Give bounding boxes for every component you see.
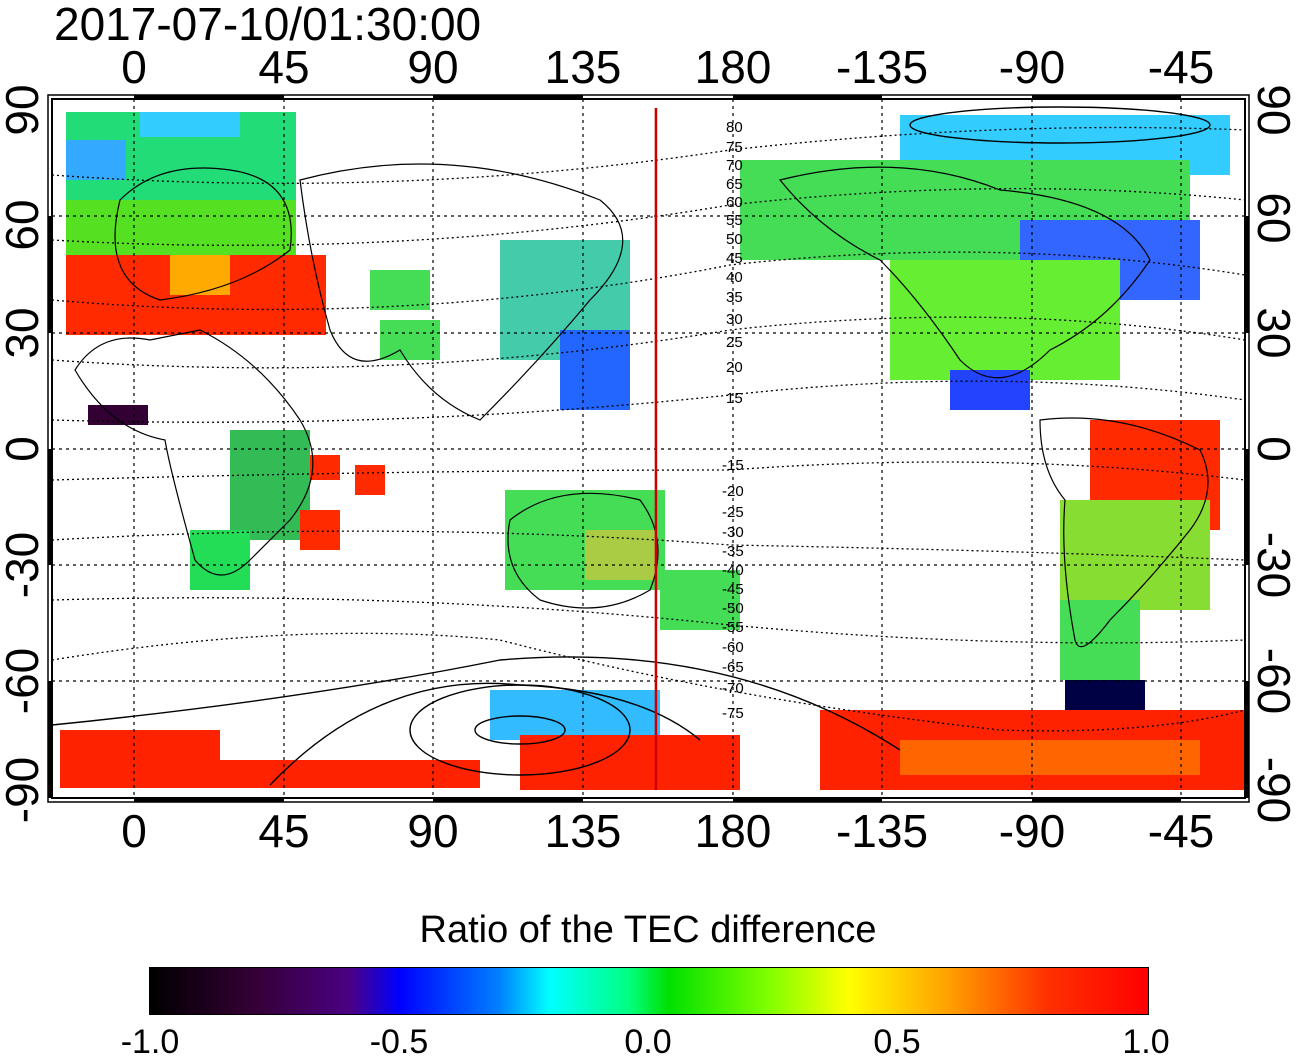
contour-label: 25 [726,334,743,351]
contour-label: 15 [726,390,743,407]
data-region [370,270,430,310]
colorbar-tick: -1.0 [120,1023,180,1061]
lat-tick-right-0: 90 [1248,84,1296,135]
data-region [490,690,660,740]
data-region [950,370,1030,410]
contour-label: 60 [726,194,743,211]
contour-label: 55 [726,212,743,229]
lat-tick-right-2: 30 [1248,307,1296,358]
contour-labels: 80 75 70 65 60 55 50 45 40 35 30 25 20 1… [722,119,744,722]
lon-tick-top-5: -135 [835,41,929,93]
lat-tick-left-6: -90 [0,757,48,823]
contour-label: -30 [722,524,744,541]
graticule [52,99,1245,798]
lon-tick-bottom-1: 45 [258,805,310,857]
contour-label: 30 [726,311,743,328]
lon-tick-bottom-0: 0 [121,805,147,857]
lon-tick-bottom-2: 90 [407,805,459,857]
data-region [900,740,1200,775]
lon-tick-top-4: 180 [694,41,772,93]
lon-tick-top-6: -90 [998,41,1066,93]
contour-label: -15 [722,457,744,474]
lon-tick-bottom-3: 135 [544,805,622,857]
timestamp-title: 2017-07-10/01:30:00 [54,0,482,50]
data-region [310,455,340,480]
contour-label: 80 [726,119,743,136]
contour-label: 20 [726,359,743,376]
contour-label: -45 [722,581,744,598]
colorbar-tick: 1.0 [1122,1023,1170,1061]
data-region [66,140,126,180]
coastlines [74,163,1209,648]
contour-label: -55 [722,619,744,636]
contour-label: 40 [726,269,743,286]
data-region [380,320,440,360]
contour-label: -60 [722,639,744,656]
colorbar-tick: -0.5 [369,1023,429,1061]
lat-tick-left-5: -60 [0,648,48,714]
contour-label: -20 [722,483,744,500]
magnetic-contours-solid [51,106,1211,786]
contour-label: -65 [722,659,744,676]
data-region [1060,600,1140,680]
contour-label: 75 [726,139,743,156]
data-region [230,430,310,540]
data-region [60,760,480,788]
lon-tick-top-0: 0 [121,41,147,93]
contour-label: 35 [726,289,743,306]
lat-tick-left-0: 90 [0,84,48,135]
lon-tick-bottom-5: -135 [835,805,929,857]
lon-tick-bottom-7: -45 [1147,805,1215,857]
data-region [660,570,740,630]
tec-data-layer [60,112,1245,790]
data-region [170,255,230,295]
contour-label: 70 [726,157,743,174]
contour-label: -50 [722,600,744,617]
contour-label: 50 [726,231,743,248]
colorbar-tick: 0.0 [624,1023,672,1061]
lon-tick-bottom-6: -90 [998,805,1066,857]
lat-tick-left-1: 60 [0,199,48,250]
contour-label: 65 [726,176,743,193]
plot-frame [51,98,1246,799]
data-region [88,405,148,425]
colorbar [149,967,1149,1015]
data-region [190,530,250,590]
lat-tick-right-1: 60 [1248,192,1296,243]
colorbar-tick: 0.5 [873,1023,921,1061]
lat-labels-right: 90 60 30 0 -30 -60 -90 [1248,84,1296,823]
lat-tick-right-6: -90 [1248,757,1296,823]
lon-tick-top-2: 90 [407,41,459,93]
lat-tick-left-2: 30 [0,307,48,358]
data-region [140,112,240,137]
contour-label: -40 [722,562,744,579]
lat-tick-right-3: 0 [1248,436,1296,462]
lat-labels-left: 90 60 30 0 -30 -60 -90 [0,84,48,823]
lon-tick-top-3: 135 [544,41,622,93]
data-region [1060,500,1210,610]
colorbar-title: Ratio of the TEC difference [419,909,877,951]
contour-label: -25 [722,504,744,521]
lon-tick-bottom-4: 180 [694,805,772,857]
data-region [890,260,1120,380]
plot-frame-outer [47,94,1250,803]
magnetic-contours [51,126,1246,732]
contour-label: 45 [726,250,743,267]
data-region [585,530,655,580]
data-region [355,465,385,495]
data-region [560,330,630,410]
lat-tick-right-4: -30 [1248,532,1296,598]
tec-ratio-map: 80 75 70 65 60 55 50 45 40 35 30 25 20 1… [0,84,1296,823]
frame-ticks [48,95,1249,802]
lon-tick-top-1: 45 [258,41,310,93]
lat-tick-right-5: -60 [1248,648,1296,714]
data-region [300,510,340,550]
contour-label: -70 [722,680,744,697]
lat-tick-left-3: 0 [0,436,48,462]
data-region [520,735,740,790]
lon-tick-top-7: -45 [1147,41,1215,93]
contour-label: -35 [722,543,744,560]
lat-tick-left-4: -30 [0,532,48,598]
contour-label: -75 [722,705,744,722]
